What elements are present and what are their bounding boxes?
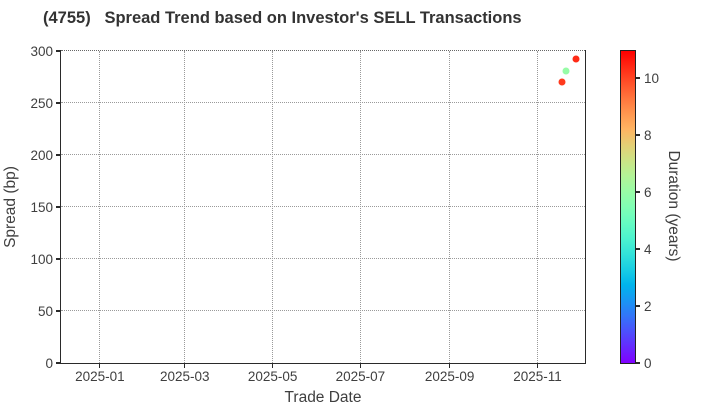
y-gridline [61, 310, 585, 312]
y-tick-label: 300 [30, 43, 53, 59]
x-gridline [184, 51, 186, 363]
x-gridline [99, 51, 101, 363]
y-gridline [61, 102, 585, 104]
colorbar-tick [636, 77, 640, 79]
y-tick-label: 250 [30, 95, 53, 111]
x-tick [359, 364, 362, 368]
colorbar-tick [636, 191, 640, 193]
y-gridline [61, 154, 585, 156]
x-tick [536, 364, 539, 368]
left-spine [60, 50, 62, 364]
y-gridline [61, 258, 585, 260]
chart-title: (4755) Spread Trend based on Investor's … [43, 9, 522, 27]
x-tick-label: 2025-11 [513, 369, 562, 384]
y-tick-label: 0 [45, 355, 53, 371]
x-tick-label: 2025-01 [75, 369, 125, 384]
x-gridline [359, 51, 361, 363]
scatter-point [572, 55, 580, 63]
x-tick [99, 364, 101, 368]
colorbar-label: Duration (years) [665, 150, 682, 262]
y-tick [56, 206, 61, 208]
y-tick [56, 50, 61, 52]
y-tick [56, 362, 61, 364]
colorbar-tick-label: 2 [644, 298, 652, 314]
colorbar-tick-label: 0 [644, 355, 652, 371]
x-tick [449, 364, 451, 368]
colorbar-tick [636, 134, 640, 136]
x-gridline [536, 51, 538, 363]
x-tick [184, 364, 186, 368]
y-tick [56, 154, 61, 156]
y-tick-label: 50 [37, 303, 53, 319]
y-tick [56, 102, 61, 104]
x-tick-label: 2025-05 [247, 369, 298, 384]
x-tick-label: 2025-03 [160, 369, 210, 384]
colorbar-tick [636, 248, 640, 250]
colorbar-tick-label: 4 [644, 241, 652, 257]
y-tick [56, 310, 61, 312]
colorbar-tick-label: 10 [644, 70, 660, 86]
colorbar [620, 49, 636, 364]
y-tick-label: 200 [30, 147, 53, 163]
bottom-spine [60, 362, 587, 364]
x-tick-label: 2025-07 [335, 369, 386, 384]
y-tick-label: 100 [30, 251, 53, 267]
scatter-point [558, 78, 566, 86]
x-tick [272, 364, 274, 368]
x-gridline [449, 51, 451, 363]
y-tick [56, 258, 61, 260]
y-gridline [61, 50, 585, 52]
x-axis-label: Trade Date [284, 389, 362, 406]
y-gridline [61, 206, 585, 208]
x-gridline [272, 51, 273, 363]
scatter-point [562, 67, 570, 75]
colorbar-tick [636, 362, 640, 364]
y-tick-label: 150 [30, 199, 53, 215]
plot-area [61, 50, 585, 363]
colorbar-tick-label: 8 [644, 127, 652, 143]
x-tick-label: 2025-09 [424, 369, 475, 384]
right-spine [585, 50, 587, 364]
colorbar-tick [636, 305, 640, 307]
colorbar-tick-label: 6 [644, 184, 652, 200]
